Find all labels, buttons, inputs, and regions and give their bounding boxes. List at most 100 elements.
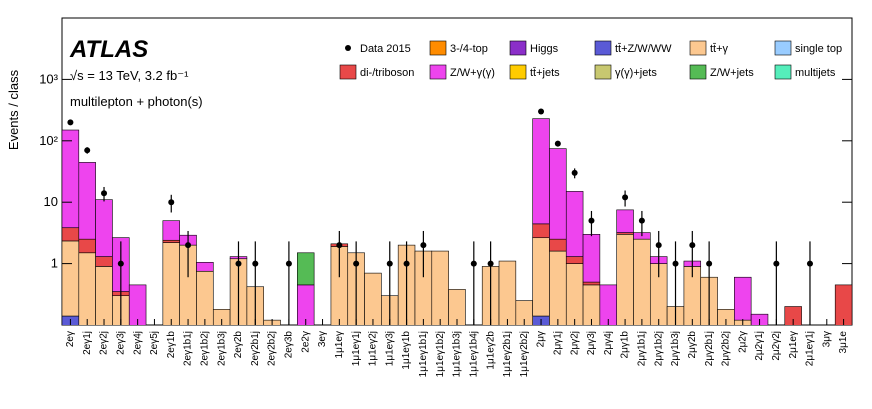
x-tick-label: 2μγ4j xyxy=(603,331,614,355)
x-tick-label: 2μγ1b1j xyxy=(637,331,648,366)
data-point xyxy=(420,242,427,249)
legend-swatch xyxy=(594,40,612,56)
data-point xyxy=(285,260,292,267)
legend-label: single top xyxy=(795,43,842,55)
x-tick-label: 3μ1e xyxy=(838,331,849,354)
legend-label: tt̄+Z/W/WW xyxy=(615,43,672,55)
x-tick-label: 1μ1eγ xyxy=(334,331,345,358)
x-tick-label: 2eγ4j xyxy=(132,331,143,355)
legend-label: Z/W+jets xyxy=(710,67,754,79)
data-point xyxy=(689,242,696,249)
bar-segment xyxy=(162,239,180,243)
x-tick-label: 2μγ1b2j xyxy=(653,331,664,366)
x-tick-label: 1μ1eγ1j xyxy=(351,331,362,366)
bar-segment xyxy=(582,281,601,286)
data-point xyxy=(655,242,662,249)
x-tick-label: 2eγ1b1j xyxy=(183,331,194,366)
data-point xyxy=(403,260,410,267)
legend-swatch xyxy=(339,64,357,80)
x-tick-label: 2μ2γ1j xyxy=(754,331,765,361)
legend-label: γ(γ)+jets xyxy=(615,67,657,79)
data-point xyxy=(235,260,242,267)
bar-segment xyxy=(62,240,80,317)
bar-segment xyxy=(599,284,617,325)
bar-segment xyxy=(532,118,550,225)
bar-segment xyxy=(717,309,735,325)
bar-segment xyxy=(515,300,533,325)
legend-label: di-/triboson xyxy=(360,67,414,79)
y-tick-label: 10 xyxy=(44,194,58,209)
bar-segment xyxy=(565,256,584,264)
bar-segment xyxy=(128,284,147,325)
x-tick-label: 2eγ3j xyxy=(115,331,126,355)
legend-swatch xyxy=(509,64,527,80)
x-tick-label: 2eγ2b xyxy=(233,331,244,359)
data-point xyxy=(117,260,124,267)
x-tick-label: 3eγ xyxy=(317,331,328,347)
data-point xyxy=(168,199,175,206)
legend-label: multijets xyxy=(795,67,836,79)
data-point xyxy=(353,260,360,267)
x-tick-label: 2μ2γ xyxy=(737,331,748,353)
legend-swatch xyxy=(689,40,707,56)
bar-segment xyxy=(532,223,550,239)
data-point xyxy=(588,217,595,224)
bar-segment xyxy=(549,238,567,252)
subtitle: √s = 13 TeV, 3.2 fb⁻¹ xyxy=(70,68,189,83)
bar-segment xyxy=(196,261,214,272)
data-point xyxy=(554,140,561,147)
bar-segment xyxy=(95,199,113,257)
legend-label: tt̄+γ xyxy=(710,43,729,55)
legend-swatch xyxy=(429,64,447,80)
bar-segment xyxy=(549,148,567,240)
bar-segment xyxy=(616,209,634,233)
bar-segment xyxy=(62,227,80,242)
x-tick-label: 2μγ3j xyxy=(586,331,597,355)
x-tick-label: 2eγ1b2j xyxy=(200,331,211,366)
data-point xyxy=(773,260,780,267)
data-point xyxy=(538,108,545,115)
bar-segment xyxy=(532,237,550,317)
data-point xyxy=(487,260,494,267)
x-tick-label: 2eγ2j xyxy=(99,331,110,355)
data-point xyxy=(638,217,645,224)
legend-marker xyxy=(345,45,351,51)
legend-label: Higgs xyxy=(530,43,559,55)
x-tick-label: 2μγ1j xyxy=(552,331,563,355)
x-tick-label: 2μ1eγ1j xyxy=(805,331,816,366)
data-point xyxy=(336,242,343,249)
x-tick-label: 2μ2γ2j xyxy=(771,331,782,361)
x-tick-label: 2eγ1b3j xyxy=(216,331,227,366)
data-point xyxy=(67,119,74,126)
bar-segment xyxy=(78,238,96,254)
bar-segment xyxy=(297,284,315,325)
bar-segment xyxy=(784,306,802,325)
bar-segment xyxy=(212,309,231,325)
data-point xyxy=(470,260,477,267)
x-tick-label: 2μγ2j xyxy=(569,331,580,355)
x-tick-label: 1μ1eγ3j xyxy=(384,331,395,366)
x-tick-label: 2eγ1j xyxy=(82,331,93,355)
x-tick-label: 2μγ2b2j xyxy=(721,331,732,366)
data-point xyxy=(252,260,259,267)
y-axis-label: Events / class xyxy=(6,69,21,150)
legend-swatch xyxy=(774,64,792,80)
x-tick-label: 2μγ2b1j xyxy=(704,331,715,366)
bar-segment xyxy=(78,252,96,325)
legend-swatch xyxy=(509,40,527,56)
x-tick-label: 1μ1eγ2b xyxy=(485,331,496,370)
x-tick-label: 1μ1eγ2b1j xyxy=(502,331,513,377)
x-tick-label: 2eγ5j xyxy=(149,331,160,355)
y-tick-label: 10³ xyxy=(39,71,58,86)
bar-segment xyxy=(448,289,466,325)
x-tick-label: 1μ1eγ1b3j xyxy=(452,331,463,377)
x-tick-label: 2eγ2b1j xyxy=(250,331,261,366)
data-point xyxy=(185,242,192,249)
data-point xyxy=(806,260,813,267)
data-point xyxy=(706,260,713,267)
data-point xyxy=(386,260,393,267)
data-point xyxy=(84,147,91,154)
data-point xyxy=(622,194,629,201)
bar-segment xyxy=(734,276,752,321)
